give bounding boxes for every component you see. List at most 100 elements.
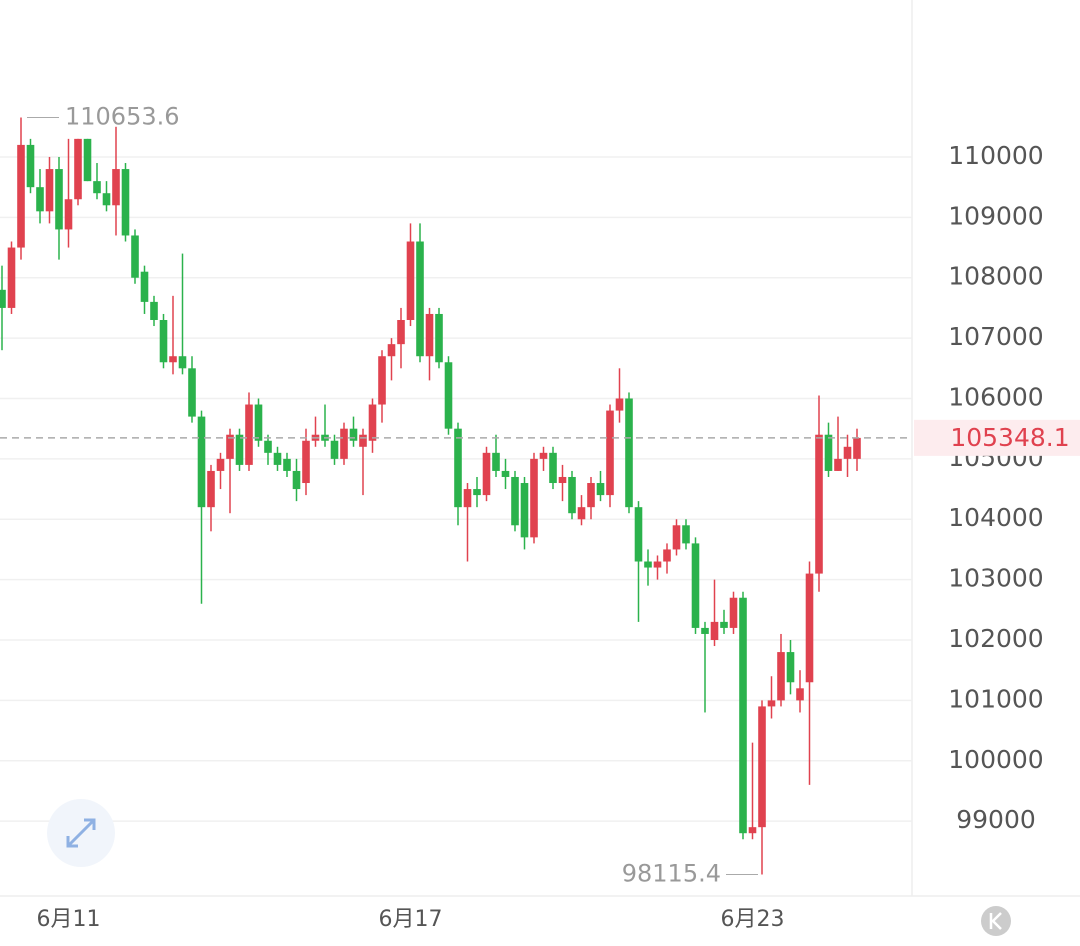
candle-body bbox=[178, 356, 187, 369]
last-price-box bbox=[914, 419, 1080, 456]
candle-body bbox=[112, 169, 120, 206]
candle-body bbox=[121, 169, 130, 236]
candle-body bbox=[596, 483, 605, 496]
max-label: 110653.6 bbox=[65, 103, 180, 131]
candle-body bbox=[74, 138, 82, 200]
candle-body bbox=[767, 700, 776, 707]
candle-body bbox=[701, 627, 709, 634]
y-tick-label: 110000 bbox=[948, 141, 1043, 170]
candle-body bbox=[45, 169, 54, 212]
candle-body bbox=[368, 404, 377, 441]
candle-body bbox=[216, 458, 225, 471]
candle-body bbox=[169, 356, 177, 363]
candle-body bbox=[549, 452, 557, 484]
candle-body bbox=[245, 404, 253, 465]
candle-body bbox=[273, 452, 282, 465]
x-tick-label: 6月11 bbox=[37, 907, 101, 932]
candle-body bbox=[207, 470, 215, 508]
candle-body bbox=[435, 313, 443, 363]
candle-body bbox=[444, 362, 453, 429]
candle-body bbox=[463, 489, 472, 508]
y-tick-label: 108000 bbox=[948, 262, 1043, 291]
y-tick-label: 103000 bbox=[948, 564, 1043, 593]
candle-body bbox=[349, 428, 358, 441]
x-tick-label: 6月23 bbox=[721, 907, 785, 932]
min-label: 98115.4 bbox=[622, 860, 721, 888]
candle-body bbox=[682, 525, 690, 544]
y-tick-label: 104000 bbox=[948, 503, 1043, 532]
candle-body bbox=[511, 476, 519, 526]
candle-body bbox=[843, 446, 852, 459]
candle-body bbox=[653, 561, 662, 568]
candle-body bbox=[416, 241, 424, 357]
candle-body bbox=[634, 507, 643, 562]
candle-body bbox=[83, 138, 92, 182]
candle-body bbox=[853, 437, 861, 459]
x-tick-label: 6月17 bbox=[379, 907, 443, 932]
y-tick-label: 100000 bbox=[948, 745, 1043, 774]
candle-body bbox=[340, 428, 348, 459]
expand-button[interactable] bbox=[47, 799, 115, 867]
candle-body bbox=[425, 313, 434, 357]
candle-body bbox=[397, 320, 405, 345]
candle-body bbox=[739, 597, 747, 834]
candle-body bbox=[606, 410, 614, 496]
candle-body bbox=[150, 301, 158, 320]
y-tick-label: 102000 bbox=[948, 624, 1043, 653]
y-tick-label: 109000 bbox=[948, 201, 1043, 230]
candle-body bbox=[102, 193, 111, 206]
candle-body bbox=[777, 652, 785, 701]
candle-body bbox=[672, 525, 681, 550]
candle-body bbox=[64, 199, 73, 230]
candle-body bbox=[7, 247, 16, 308]
candle-body bbox=[587, 483, 595, 508]
candle-body bbox=[93, 181, 101, 194]
candle-body bbox=[283, 458, 291, 471]
k-button[interactable] bbox=[981, 906, 1011, 936]
candle-body bbox=[530, 458, 538, 538]
candle-body bbox=[387, 344, 396, 357]
candle-body bbox=[492, 452, 500, 471]
candle-body bbox=[454, 428, 462, 508]
candle-body bbox=[577, 507, 586, 520]
candle-body bbox=[140, 271, 149, 302]
candle-body bbox=[805, 573, 814, 683]
candle-body bbox=[55, 169, 63, 230]
candle-body bbox=[644, 561, 652, 568]
candle-body bbox=[292, 470, 301, 490]
candle-body bbox=[568, 476, 576, 514]
candle-body bbox=[758, 706, 766, 828]
candle-body bbox=[330, 440, 339, 459]
y-tick-label: 106000 bbox=[948, 382, 1043, 411]
candle-body bbox=[131, 235, 139, 278]
candle-body bbox=[159, 320, 168, 363]
candle-body bbox=[302, 440, 310, 484]
candle-body bbox=[691, 543, 700, 628]
candle-body bbox=[501, 470, 510, 477]
candle-body bbox=[0, 289, 6, 308]
candle-body bbox=[710, 621, 719, 640]
candle-body bbox=[473, 489, 481, 496]
candle-body bbox=[834, 458, 842, 471]
candle-body bbox=[235, 434, 244, 465]
candle-body bbox=[378, 356, 386, 405]
candle-body bbox=[359, 434, 367, 447]
candle-body bbox=[615, 398, 624, 411]
candle-body bbox=[254, 404, 263, 441]
candle-body bbox=[796, 688, 804, 701]
candle-body bbox=[748, 827, 757, 834]
candle-body bbox=[625, 398, 633, 508]
candle-body bbox=[36, 187, 44, 212]
candle-body bbox=[824, 434, 833, 471]
candle-body bbox=[558, 476, 567, 484]
candle-body bbox=[729, 597, 738, 628]
candle-body bbox=[663, 549, 671, 562]
last-price-label: 105348.1 bbox=[950, 423, 1069, 452]
candle-body bbox=[815, 434, 823, 574]
candle-body bbox=[264, 440, 272, 453]
candle-body bbox=[406, 241, 415, 320]
y-tick-label: 101000 bbox=[948, 684, 1043, 713]
candle-body bbox=[226, 434, 234, 459]
candle-body bbox=[520, 483, 529, 538]
